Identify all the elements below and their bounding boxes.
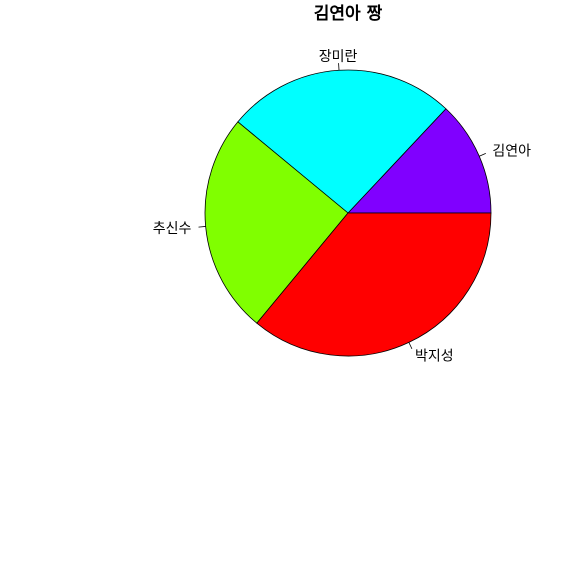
chart-title: 김연아 짱	[314, 4, 383, 24]
pie-label-4: 박지성	[415, 348, 454, 364]
pie-slice-3	[204, 121, 349, 324]
pie-label-3: 추신수	[153, 221, 192, 237]
pie-label-tick-4	[408, 342, 413, 350]
pie-label-tick-1	[479, 153, 486, 157]
pie-slice-4	[256, 212, 492, 357]
pie-slice-1	[347, 108, 492, 214]
pie-label-tick-3	[198, 226, 206, 228]
pie-slice-2	[237, 69, 447, 214]
pie-label-1: 김연아	[492, 144, 531, 160]
pie-slices	[204, 69, 492, 357]
pie-label-2: 장미란	[319, 49, 358, 65]
